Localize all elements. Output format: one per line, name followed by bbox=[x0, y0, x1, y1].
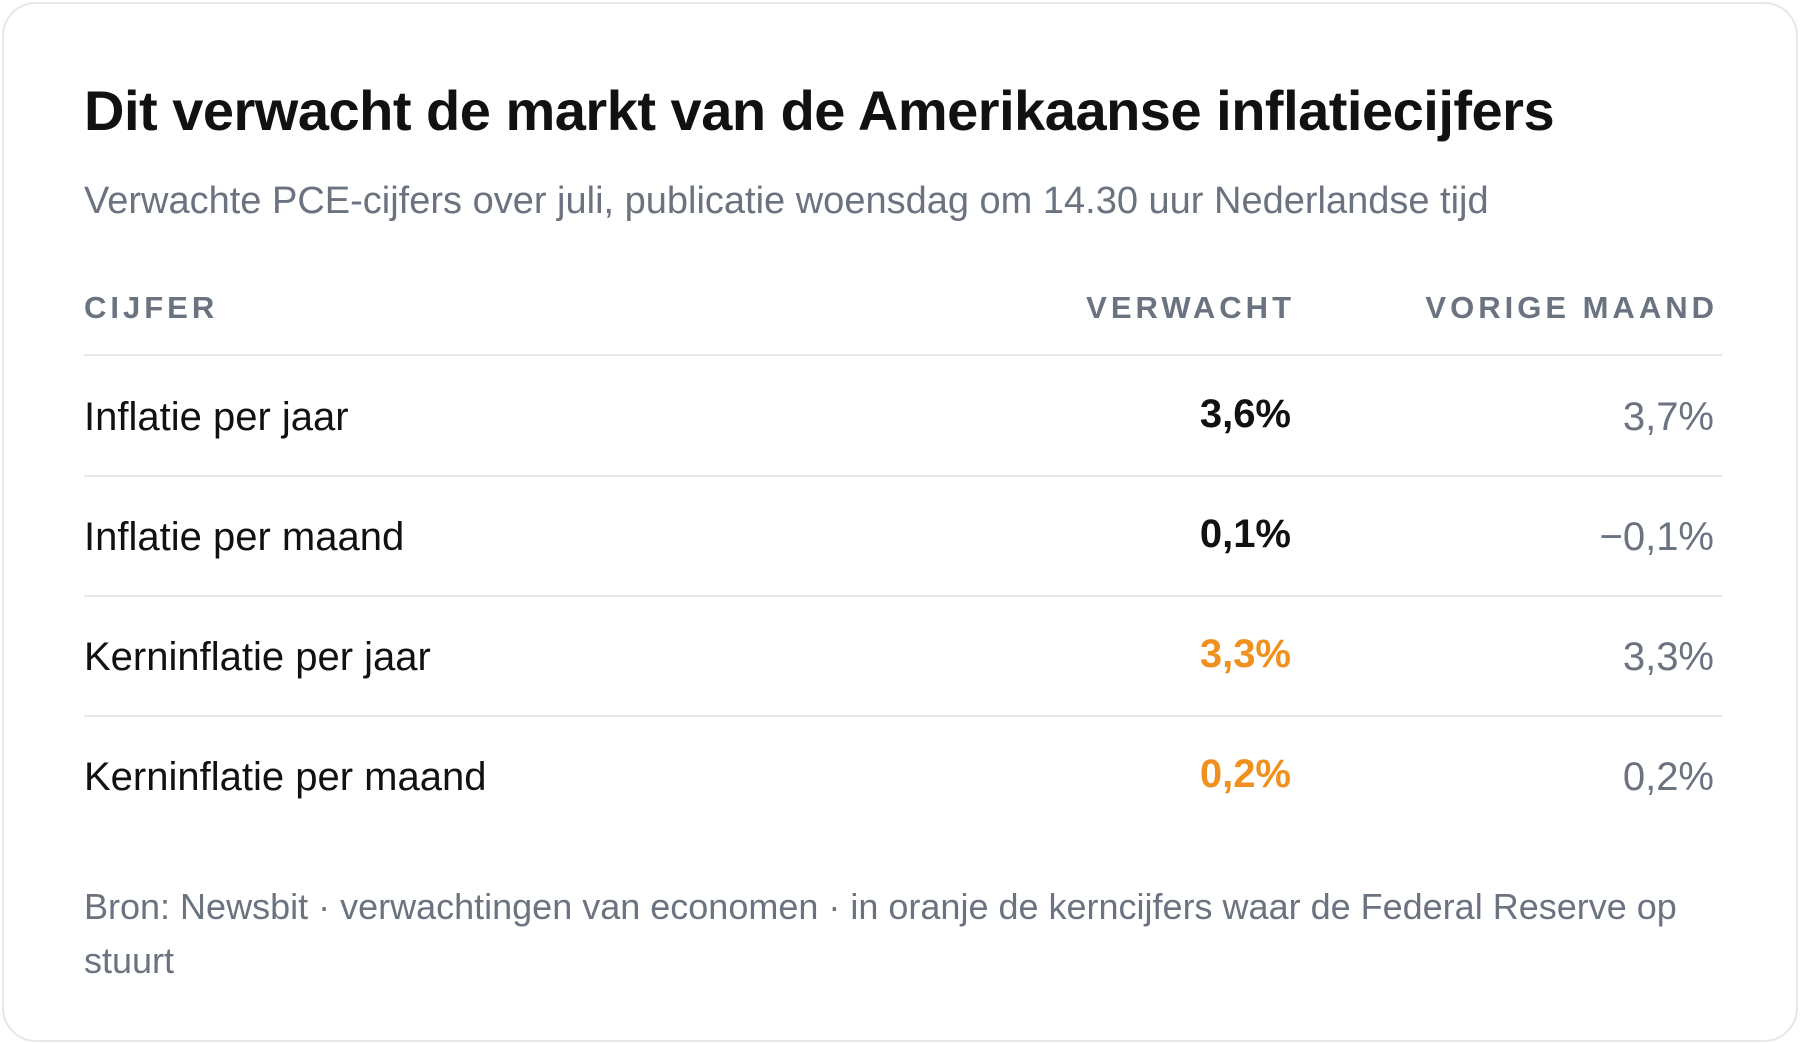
previous-value: 3,7% bbox=[1622, 395, 1714, 439]
column-header: VORIGE MAAND bbox=[1425, 290, 1718, 325]
expected-value: 3,3% bbox=[1199, 632, 1291, 676]
row-rule bbox=[84, 715, 1722, 717]
row-rule bbox=[84, 595, 1722, 597]
previous-value: 0,2% bbox=[1622, 755, 1714, 799]
column-header: CIJFER bbox=[84, 290, 219, 325]
expected-value: 0,2% bbox=[1199, 752, 1291, 796]
title: Dit verwacht de markt van de Amerikaanse… bbox=[84, 79, 1555, 142]
row-label: Kerninflatie per maand bbox=[84, 755, 487, 799]
previous-value: −0,1% bbox=[1599, 515, 1714, 559]
header-rule bbox=[84, 354, 1722, 356]
row-label: Inflatie per maand bbox=[84, 515, 405, 559]
expected-value: 3,6% bbox=[1199, 392, 1291, 436]
column-header: VERWACHT bbox=[1086, 290, 1295, 325]
row-label: Inflatie per jaar bbox=[84, 395, 349, 439]
row-rule bbox=[84, 475, 1722, 477]
row-label: Kerninflatie per jaar bbox=[84, 635, 431, 679]
footer-note: Bron: Newsbit · verwachtingen van econom… bbox=[84, 886, 1677, 981]
subtitle: Verwachte PCE-cijfers over juli, publica… bbox=[84, 180, 1489, 222]
previous-value: 3,3% bbox=[1622, 635, 1714, 679]
expected-value: 0,1% bbox=[1199, 512, 1291, 556]
